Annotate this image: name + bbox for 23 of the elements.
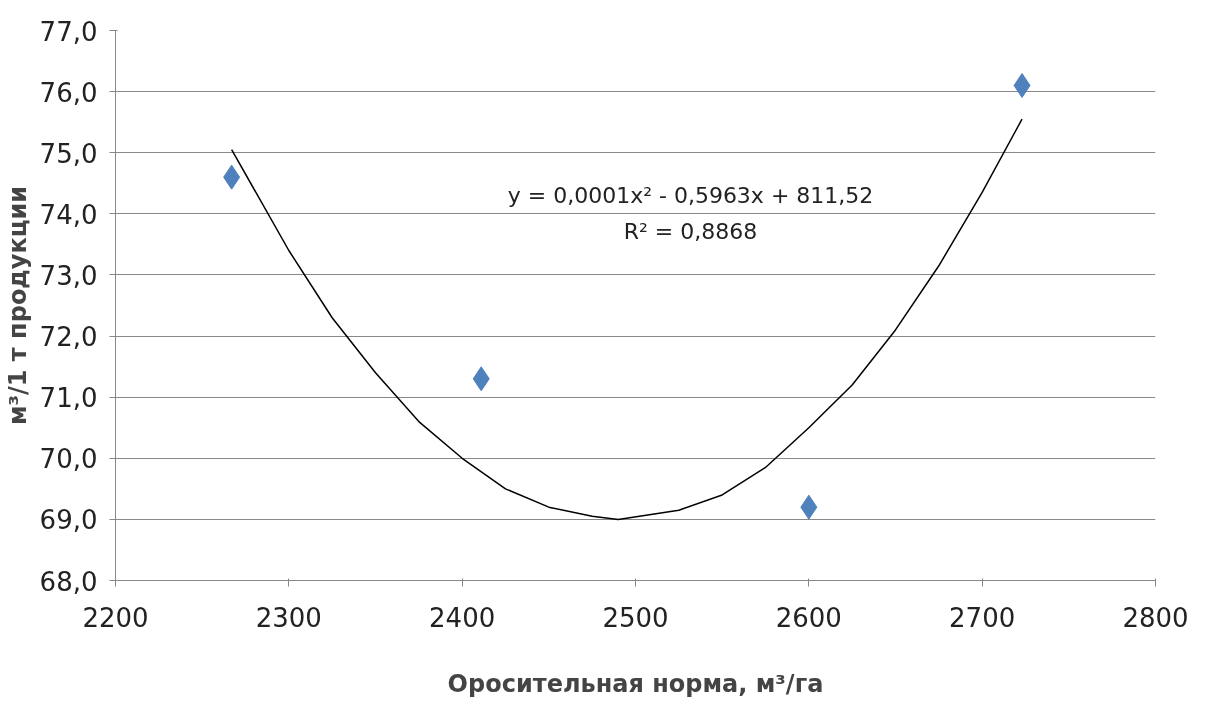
x-tick-label: 2700 [949,602,1016,633]
y-tick-label: 69,0 [39,505,98,536]
y-tick-label: 75,0 [39,138,98,169]
x-tick-label: 2500 [602,602,669,633]
y-tick-label: 74,0 [39,199,98,230]
y-tick-label: 70,0 [39,444,98,475]
y-tick-label: 76,0 [39,77,98,108]
y-tick-label: 73,0 [39,260,98,291]
point [1013,73,1031,98]
x-tick-label: 2400 [429,602,496,633]
line-series [230,118,1023,521]
x-tick-label: 2200 [82,602,149,633]
annotation: R² = 0,8868 [623,219,758,244]
y-axis-title: м³/1 т продукции [3,185,32,426]
x-axis-title: Оросительная норма, м³/га [447,669,824,698]
y-tick-label: 68,0 [39,566,98,597]
x-tick-label: 2300 [255,602,322,633]
annotation: y = 0,0001x² - 0,5963x + 811,52 [507,183,874,208]
y-tick-label: 77,0 [39,16,98,47]
x-tick-label: 2800 [1122,602,1189,633]
y-tick-label: 72,0 [39,322,98,353]
x-tick-label: 2600 [775,602,842,633]
y-tick-label: 71,0 [39,383,98,414]
